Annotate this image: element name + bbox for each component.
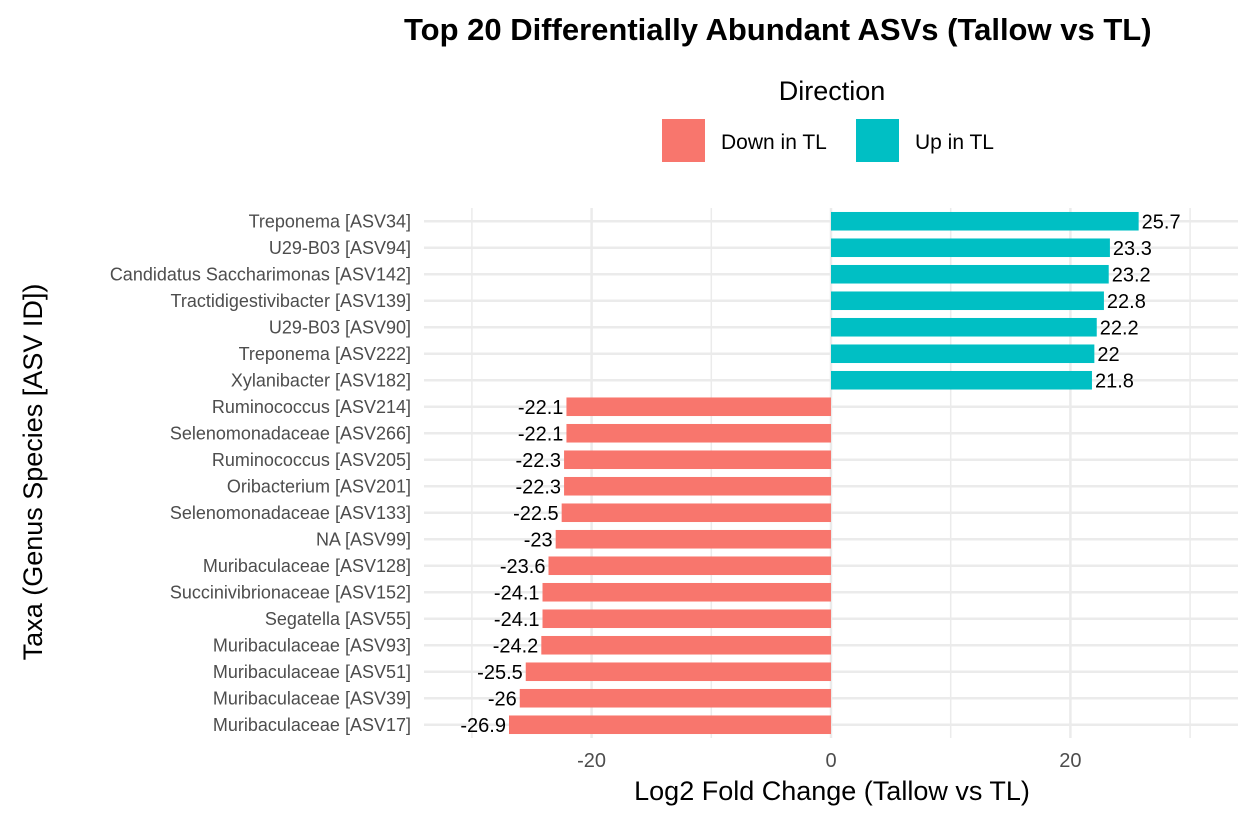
bar: [831, 317, 1097, 337]
bar: [831, 211, 1139, 231]
bar-value-label: 23.3: [1113, 238, 1152, 260]
bar: [541, 635, 831, 655]
bars: [508, 211, 1139, 735]
x-tick-label: 20: [1059, 750, 1081, 772]
legend-label-down: Down in TL: [721, 131, 827, 154]
y-tick-label: Selenomonadaceae [ASV133]: [170, 503, 411, 523]
bar-value-label: -22.3: [515, 476, 561, 498]
bar-value-label: -24.1: [494, 609, 540, 631]
y-tick-label: Tractidigestivibacter [ASV139]: [171, 291, 411, 311]
bar: [566, 423, 831, 443]
bar-value-label: -22.1: [518, 397, 564, 419]
bar-value-labels: 25.7 23.3 23.2 22.8 22.2 22 21.8 -22.1 -22.1 -22.…: [460, 211, 1180, 737]
bar: [564, 476, 831, 496]
y-tick-label: Treponema [ASV222]: [239, 344, 411, 364]
bar: [566, 397, 831, 417]
legend: Down in TL Up in TL: [662, 119, 994, 162]
y-tick-label: Muribaculaceae [ASV51]: [213, 662, 411, 682]
bar: [831, 370, 1092, 390]
bar: [831, 264, 1109, 284]
bar: [831, 291, 1104, 311]
x-axis-title: Log2 Fold Change (Tallow vs TL): [634, 776, 1030, 806]
y-tick-label: U29-B03 [ASV90]: [269, 317, 411, 337]
bar: [561, 503, 831, 523]
y-tick-label: NA [ASV99]: [316, 529, 411, 549]
legend-title: Direction: [779, 76, 886, 106]
bar-value-label: 22: [1097, 344, 1119, 366]
bar-value-label: -22.5: [513, 503, 559, 525]
y-tick-label: Succinivibrionaceae [ASV152]: [170, 582, 411, 602]
bar-value-label: 22.2: [1100, 317, 1139, 339]
bar: [508, 715, 831, 735]
y-axis-title: Taxa (Genus Species [ASV ID]): [18, 284, 48, 661]
bar: [564, 450, 831, 470]
legend-label-up: Up in TL: [915, 131, 994, 154]
bar: [542, 582, 831, 602]
bar: [831, 344, 1095, 364]
x-axis-tick-labels: -20 0 20: [577, 750, 1081, 772]
bar-value-label: 21.8: [1095, 370, 1134, 392]
bar-value-label: 23.2: [1112, 264, 1151, 286]
y-tick-label: Muribaculaceae [ASV93]: [213, 635, 411, 655]
y-tick-label: Selenomonadaceae [ASV266]: [170, 423, 411, 443]
y-axis-tick-labels: Treponema [ASV34] U29-B03 [ASV94] Candidat…: [110, 211, 411, 735]
y-tick-label: Treponema [ASV34]: [249, 211, 411, 231]
x-tick-label: -20: [577, 750, 606, 772]
y-tick-label: Oribacterium [ASV201]: [227, 476, 411, 496]
legend-swatch-up: [856, 119, 899, 162]
bar-value-label: -26.9: [460, 715, 506, 737]
bar-value-label: -23: [524, 529, 553, 551]
y-tick-label: Muribaculaceae [ASV17]: [213, 715, 411, 735]
bar-value-label: -23.6: [500, 556, 546, 578]
bar-value-label: -24.1: [494, 582, 540, 604]
bar-value-label: -22.1: [518, 423, 564, 445]
y-tick-label: U29-B03 [ASV94]: [269, 238, 411, 258]
bar: [525, 662, 831, 682]
y-tick-label: Ruminococcus [ASV205]: [212, 450, 411, 470]
bar: [519, 688, 831, 708]
chart-title: Top 20 Differentially Abundant ASVs (Tal…: [404, 12, 1152, 47]
y-tick-label: Segatella [ASV55]: [265, 609, 411, 629]
bar-value-label: -24.2: [493, 635, 539, 657]
bar-value-label: 25.7: [1142, 211, 1181, 233]
bar-value-label: -22.3: [515, 450, 561, 472]
x-tick-label: 0: [825, 750, 836, 772]
bar: [555, 529, 831, 549]
bar-value-label: -25.5: [477, 662, 523, 684]
legend-swatch-down: [662, 119, 705, 162]
y-tick-label: Muribaculaceae [ASV39]: [213, 688, 411, 708]
y-tick-label: Candidatus Saccharimonas [ASV142]: [110, 264, 411, 284]
y-tick-label: Xylanibacter [ASV182]: [231, 370, 411, 390]
y-tick-label: Ruminococcus [ASV214]: [212, 397, 411, 417]
grid: [424, 208, 1238, 738]
bar-value-label: 22.8: [1107, 291, 1146, 313]
bar: [831, 238, 1110, 258]
bar-value-label: -26: [488, 688, 517, 710]
bar: [548, 556, 831, 576]
bar: [542, 609, 831, 629]
y-tick-label: Muribaculaceae [ASV128]: [203, 556, 411, 576]
